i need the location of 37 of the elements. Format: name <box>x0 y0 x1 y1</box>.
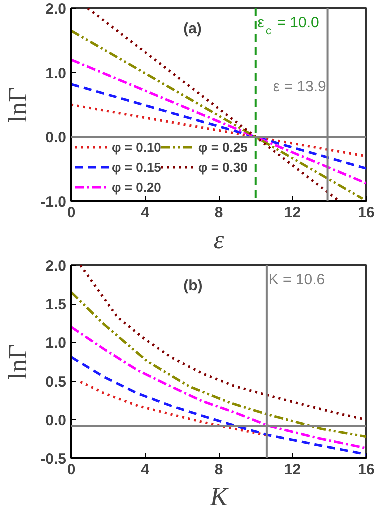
annotation: (a) <box>184 20 202 38</box>
x-tick-label: 0 <box>67 462 76 478</box>
y-tick-label: 0.0 <box>46 130 67 147</box>
line-series <box>79 266 366 422</box>
y-tick-label: -1.0 <box>40 194 67 211</box>
ref-line-label: ε = 13.9 <box>273 78 326 96</box>
y-axis-title: lnΓ <box>4 344 33 380</box>
x-tick-label: 12 <box>284 204 302 222</box>
y-axis-title: lnΓ <box>4 87 33 123</box>
y-tick-label: 1.0 <box>46 335 67 352</box>
x-tick-label: 8 <box>214 204 224 222</box>
y-tick-label: 2.0 <box>46 1 67 18</box>
x-axis-title: ε <box>214 226 225 254</box>
x-tick-label: 8 <box>214 462 224 478</box>
legend-label: φ = 0.25 <box>198 140 248 154</box>
line-series <box>79 380 268 437</box>
y-tick-label: 0.5 <box>46 374 67 391</box>
x-tick-label: 12 <box>284 462 302 478</box>
legend-label: φ = 0.10 <box>112 140 162 154</box>
x-tick-label: 16 <box>358 204 375 222</box>
annotation: (b) <box>184 277 203 294</box>
y-tick-label: 2.0 <box>46 258 67 275</box>
x-axis-title: K <box>209 482 230 512</box>
y-tick-label: 1.5 <box>46 296 67 314</box>
line-series <box>72 326 366 450</box>
line-series <box>72 356 366 456</box>
y-tick-label: -0.5 <box>40 451 67 468</box>
x-tick-label: 0 <box>67 204 76 222</box>
y-tick-label: 1.0 <box>46 65 67 82</box>
x-tick-label: 16 <box>358 462 375 478</box>
y-tick-label: 0.0 <box>46 412 67 430</box>
legend-label: φ = 0.20 <box>112 180 162 194</box>
x-tick-label: 4 <box>141 204 150 222</box>
legend-label: φ = 0.15 <box>112 160 162 174</box>
ref-line-label: K = 10.6 <box>268 272 326 289</box>
legend-label: φ = 0.30 <box>198 160 248 174</box>
x-tick-label: 4 <box>141 462 150 478</box>
